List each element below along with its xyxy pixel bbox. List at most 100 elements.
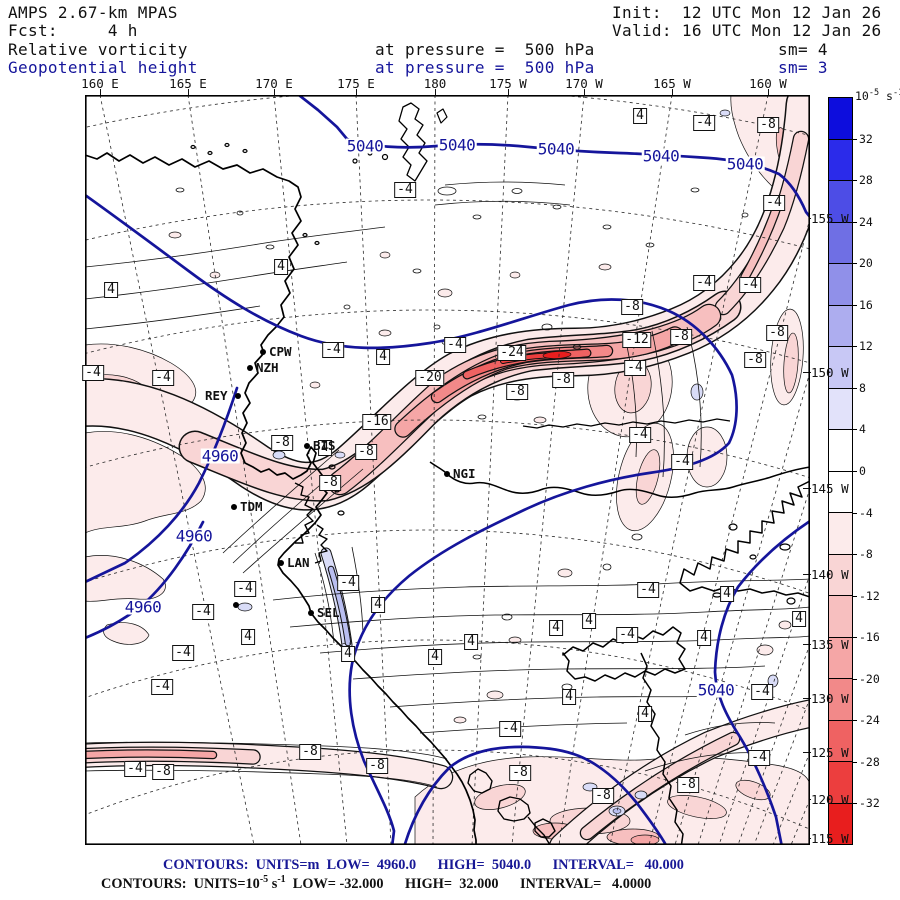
right-axis-tick bbox=[803, 752, 811, 753]
vorticity-contour-label: -8 bbox=[621, 299, 643, 315]
right-axis-label: 145 W bbox=[811, 481, 849, 496]
colorbar-tick-label: -32 bbox=[859, 796, 880, 810]
vorticity-contour-label: -8 bbox=[506, 384, 528, 400]
right-axis-label: 120 W bbox=[811, 792, 849, 807]
colorbar-tick bbox=[853, 180, 857, 181]
top-axis: 160 E 165 E 170 E 175 E 180 175 W 170 W 165 W 16… bbox=[0, 74, 900, 96]
colorbar: 32 28 24 20 16 12 8 4 0 -4 -8 -12 -16 -20 -24 -28 -32 bbox=[828, 97, 898, 845]
colorbar-tick-label: 28 bbox=[859, 173, 873, 187]
field1-name: Relative vorticity bbox=[8, 40, 188, 59]
colorbar-tick-label: 24 bbox=[859, 215, 873, 229]
vorticity-contour-label: -12 bbox=[622, 332, 652, 348]
vorticity-contour-label: -4 bbox=[192, 604, 214, 620]
top-axis-tick bbox=[584, 89, 585, 95]
colorbar-swatches bbox=[828, 97, 853, 845]
vorticity-contour-label: -8 bbox=[670, 329, 692, 345]
colorbar-swatch bbox=[829, 802, 852, 844]
height-contour-label: 5040 bbox=[536, 139, 576, 159]
vorticity-contour-label: -4 bbox=[693, 275, 715, 291]
colorbar-tick bbox=[853, 429, 857, 430]
vorticity-contour-label: -4 bbox=[693, 115, 715, 131]
vorticity-contour-label: -8 bbox=[152, 764, 174, 780]
top-axis-tick bbox=[768, 89, 769, 95]
contour-info-vorticity: CONTOURS: UNITS=10-5 s-1 LOW= -32.000 HI… bbox=[101, 874, 652, 892]
right-axis-label: 140 W bbox=[811, 567, 849, 582]
height-contour-label: 4960 bbox=[200, 446, 240, 466]
vorticity-contour-label: -4 bbox=[322, 342, 344, 358]
map-canvas bbox=[85, 95, 810, 845]
top-axis-label: 180 bbox=[423, 76, 447, 91]
vorticity-contour-label: 4 bbox=[274, 259, 288, 275]
vorticity-contour-label: -8 bbox=[592, 788, 614, 804]
field1-level: at pressure = 500 hPa bbox=[375, 40, 595, 59]
vorticity-contour-label: 4 bbox=[638, 706, 652, 722]
field2-name: Geopotential height bbox=[8, 58, 198, 77]
vorticity-contour-label: -16 bbox=[362, 414, 392, 430]
height-contour-label: 4960 bbox=[174, 526, 214, 546]
vorticity-contour-label: -4 bbox=[444, 337, 466, 353]
colorbar-tick bbox=[853, 596, 857, 597]
height-contour-label: 5040 bbox=[641, 146, 681, 166]
vorticity-contour-label: -4 bbox=[637, 582, 659, 598]
top-axis-tick bbox=[672, 89, 673, 95]
station-label: REY bbox=[205, 388, 228, 403]
colorbar-tick bbox=[853, 720, 857, 721]
colorbar-swatch bbox=[829, 595, 852, 637]
station-label: CPW bbox=[269, 344, 292, 359]
vorticity-contour-label: 4 bbox=[318, 440, 332, 456]
vorticity-contour-label: -4 bbox=[82, 365, 104, 381]
vorticity-contour-label: -8 bbox=[299, 744, 321, 760]
colorbar-swatch bbox=[829, 180, 852, 222]
colorbar-tick bbox=[853, 762, 857, 763]
top-axis-label: 175 E bbox=[337, 76, 375, 91]
station-dot bbox=[247, 365, 253, 371]
colorbar-swatch bbox=[829, 346, 852, 388]
right-axis-label: 150 W bbox=[811, 365, 849, 380]
station-dot bbox=[235, 393, 241, 399]
station-dot bbox=[260, 349, 266, 355]
colorbar-tick bbox=[853, 554, 857, 555]
colorbar-tick-label: 32 bbox=[859, 132, 873, 146]
top-axis-tick bbox=[188, 89, 189, 95]
colorbar-swatch bbox=[829, 719, 852, 761]
vorticity-contour-label: -4 bbox=[151, 679, 173, 695]
colorbar-tick-label: -20 bbox=[859, 672, 880, 686]
height-contour-label: 5040 bbox=[696, 680, 736, 700]
vorticity-contour-label: 4 bbox=[549, 620, 563, 636]
height-contour-label: 5040 bbox=[725, 154, 765, 174]
station-label: BIS bbox=[313, 438, 336, 453]
vorticity-contour-label: 4 bbox=[428, 649, 442, 665]
right-axis-label: 130 W bbox=[811, 691, 849, 706]
vorticity-contour-label: 4 bbox=[720, 586, 734, 602]
vorticity-contour-label: -8 bbox=[319, 475, 341, 491]
top-axis-label: 160 W bbox=[749, 76, 787, 91]
vorticity-contour-label: 4 bbox=[633, 108, 647, 124]
map-border bbox=[85, 95, 810, 845]
vorticity-contour-label: -4 bbox=[394, 182, 416, 198]
vorticity-contour-label: -8 bbox=[757, 117, 779, 133]
top-axis-label: 170 E bbox=[255, 76, 293, 91]
colorbar-swatch bbox=[829, 553, 852, 595]
vorticity-contour-label: -8 bbox=[766, 325, 788, 341]
height-contour-label: 5040 bbox=[437, 135, 477, 155]
vorticity-contour-label: 4 bbox=[371, 597, 385, 613]
right-axis-tick bbox=[803, 488, 811, 489]
vorticity-contour-label: 4 bbox=[241, 629, 255, 645]
colorbar-tick-label: -28 bbox=[859, 755, 880, 769]
right-axis-label: 155 W bbox=[811, 211, 849, 226]
colorbar-swatch bbox=[829, 470, 852, 512]
vorticity-contour-label: -4 bbox=[671, 454, 693, 470]
colorbar-tick bbox=[853, 222, 857, 223]
colorbar-tick bbox=[853, 471, 857, 472]
vorticity-contour-label: -20 bbox=[415, 370, 445, 386]
colorbar-swatch bbox=[829, 636, 852, 678]
colorbar-swatch bbox=[829, 429, 852, 471]
colorbar-swatch bbox=[829, 138, 852, 180]
top-axis-label: 170 W bbox=[565, 76, 603, 91]
colorbar-tick-label: 4 bbox=[859, 422, 866, 436]
colorbar-tick-label: 8 bbox=[859, 381, 866, 395]
vorticity-contour-label: -8 bbox=[677, 777, 699, 793]
top-axis-tick bbox=[356, 89, 357, 95]
colorbar-tick-label: -24 bbox=[859, 713, 880, 727]
right-axis-tick bbox=[803, 644, 811, 645]
